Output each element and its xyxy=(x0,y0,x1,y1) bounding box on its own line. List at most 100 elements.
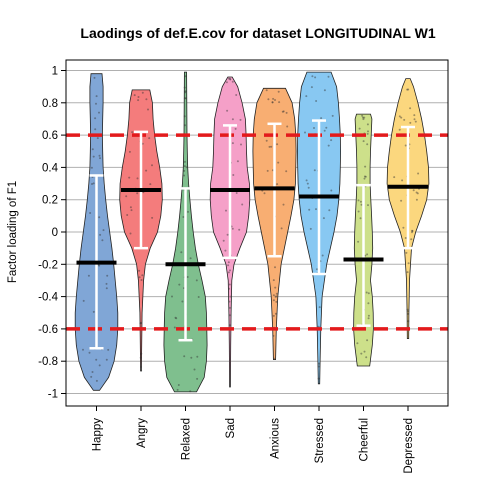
jitter-point xyxy=(307,183,309,185)
jitter-point xyxy=(409,107,411,109)
jitter-point xyxy=(145,170,147,172)
jitter-point xyxy=(148,137,150,139)
jitter-point xyxy=(185,90,187,92)
jitter-point xyxy=(266,140,268,142)
jitter-point xyxy=(414,118,416,120)
jitter-point xyxy=(361,115,363,117)
jitter-point xyxy=(322,255,324,257)
jitter-point xyxy=(101,239,103,241)
jitter-point xyxy=(368,292,370,294)
jitter-point xyxy=(223,240,225,242)
jitter-point xyxy=(226,81,228,83)
jitter-point xyxy=(407,320,409,322)
jitter-point xyxy=(238,229,240,231)
jitter-point xyxy=(131,209,133,211)
jitter-point xyxy=(183,170,185,172)
jitter-point xyxy=(406,309,408,311)
jitter-point xyxy=(285,170,287,172)
jitter-point xyxy=(278,101,280,103)
jitter-point xyxy=(315,208,317,210)
jitter-point xyxy=(89,352,91,354)
jitter-point xyxy=(310,228,312,230)
jitter-point xyxy=(318,378,320,380)
jitter-point xyxy=(96,380,98,382)
jitter-point xyxy=(184,165,186,167)
jitter-point xyxy=(232,142,234,144)
y-tick-label: 0.2 xyxy=(42,195,58,207)
jitter-point xyxy=(190,257,192,259)
jitter-point xyxy=(226,110,228,112)
jitter-point xyxy=(151,164,153,166)
jitter-point xyxy=(187,211,189,213)
jitter-point xyxy=(365,176,367,178)
jitter-point xyxy=(272,101,274,103)
jitter-point xyxy=(407,89,409,91)
jitter-point xyxy=(367,123,369,125)
jitter-point xyxy=(126,214,128,216)
jitter-point xyxy=(142,92,144,94)
jitter-point xyxy=(241,204,243,206)
jitter-point xyxy=(136,192,138,194)
jitter-point xyxy=(272,98,274,100)
jitter-point xyxy=(175,317,177,319)
jitter-point xyxy=(228,261,230,263)
y-tick-label: 0.6 xyxy=(42,130,58,142)
jitter-point xyxy=(330,139,332,141)
jitter-point xyxy=(330,190,332,192)
jitter-point xyxy=(316,268,318,270)
jitter-point xyxy=(306,179,308,181)
jitter-point xyxy=(274,287,276,289)
jitter-point xyxy=(138,270,140,272)
jitter-point xyxy=(308,187,310,189)
jitter-point xyxy=(319,306,321,308)
jitter-point xyxy=(149,183,151,185)
jitter-point xyxy=(273,294,275,296)
jitter-point xyxy=(180,251,182,253)
jitter-point xyxy=(305,95,307,97)
jitter-point xyxy=(403,119,405,121)
jitter-point xyxy=(134,94,136,96)
jitter-point xyxy=(89,212,91,214)
jitter-point xyxy=(178,284,180,286)
jitter-point xyxy=(227,264,229,266)
jitter-point xyxy=(99,157,101,159)
jitter-point xyxy=(313,127,315,129)
jitter-point xyxy=(147,109,149,111)
chart-title: Laodings of def.E.cov for dataset LONGIT… xyxy=(80,25,435,41)
y-tick-label: 0.4 xyxy=(42,162,59,174)
jitter-point xyxy=(413,189,415,191)
jitter-point xyxy=(363,140,365,142)
jitter-point xyxy=(174,327,176,329)
jitter-point xyxy=(275,301,277,303)
jitter-point xyxy=(364,166,366,168)
jitter-point xyxy=(282,111,284,113)
jitter-point xyxy=(229,296,231,298)
jitter-point xyxy=(367,302,369,304)
jitter-point xyxy=(362,118,364,120)
y-axis: -1 -0.8 -0.6 -0.4 -0.2 0 0.2 0.4 0.6 0.8 1 xyxy=(38,66,66,401)
jitter-point xyxy=(240,144,242,146)
jitter-point xyxy=(139,276,141,278)
jitter-point xyxy=(320,117,322,119)
jitter-point xyxy=(125,195,127,197)
y-tick-label: -0.4 xyxy=(38,292,58,304)
jitter-point xyxy=(366,339,368,341)
jitter-point xyxy=(90,376,92,378)
y-tick-label: -0.2 xyxy=(38,259,58,271)
jitter-point xyxy=(281,227,283,229)
jitter-point xyxy=(407,271,409,273)
jitter-point xyxy=(407,313,409,315)
jitter-point xyxy=(229,284,231,286)
jitter-point xyxy=(99,364,101,366)
jitter-point xyxy=(273,279,275,281)
jitter-point xyxy=(194,369,196,371)
jitter-point xyxy=(227,234,229,236)
y-axis-label: Factor loading of F1 xyxy=(7,181,19,283)
jitter-point xyxy=(399,129,401,131)
y-tick-label: -0.6 xyxy=(38,324,58,336)
jitter-point xyxy=(99,234,101,236)
jitter-point xyxy=(323,217,325,219)
jitter-point xyxy=(177,389,179,391)
jitter-point xyxy=(240,119,242,121)
